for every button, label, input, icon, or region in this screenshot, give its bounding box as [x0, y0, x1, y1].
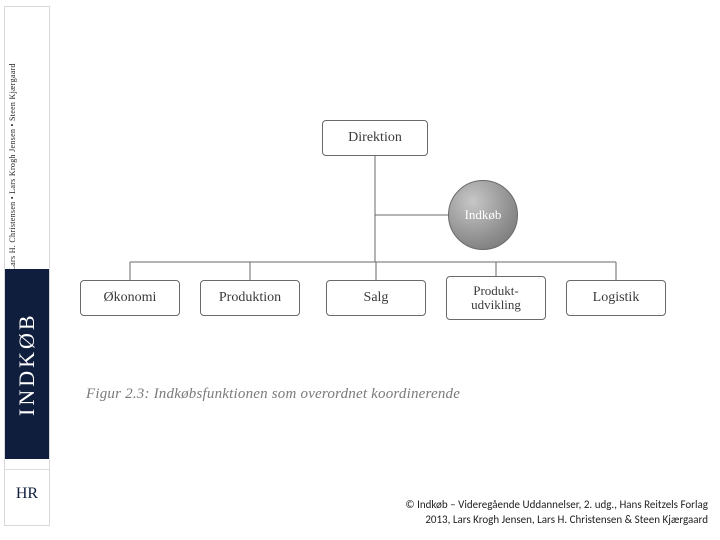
node-okonomi: Økonomi — [80, 280, 180, 316]
figure-caption: Figur 2.3: Indkøbsfunktionen som overord… — [86, 386, 460, 403]
book-spine: Lars H. Christensen • Lars Krogh Jensen … — [4, 6, 50, 526]
node-label: Produkt- udvikling — [471, 284, 521, 313]
node-label: Logistik — [593, 290, 640, 305]
node-logistik: Logistik — [566, 280, 666, 316]
node-produktion: Produktion — [200, 280, 300, 316]
node-label: Produktion — [219, 290, 281, 305]
org-chart: Direktion Indkøb Økonomi Produktion Salg… — [80, 120, 680, 380]
node-direktion: Direktion — [322, 120, 428, 156]
node-label: Direktion — [348, 130, 402, 145]
copyright-line-2: 2013, Lars Krogh Jensen, Lars H. Christe… — [260, 513, 708, 528]
node-label: Salg — [364, 290, 389, 305]
copyright-line-1: © Indkøb – Videregående Uddannelser, 2. … — [260, 498, 708, 513]
copyright-block: © Indkøb – Videregående Uddannelser, 2. … — [260, 498, 708, 528]
page: Lars H. Christensen • Lars Krogh Jensen … — [0, 0, 720, 540]
spine-title-block: INDKØB — [5, 269, 49, 459]
node-label: Økonomi — [104, 290, 157, 305]
node-salg: Salg — [326, 280, 426, 316]
node-indkob: Indkøb — [448, 180, 518, 250]
node-label: Indkøb — [465, 208, 502, 222]
org-chart-connectors — [80, 120, 680, 380]
node-produktudvikling: Produkt- udvikling — [446, 276, 546, 320]
publisher-logo: HR — [5, 469, 49, 517]
spine-authors: Lars H. Christensen • Lars Krogh Jensen … — [7, 11, 47, 271]
spine-title: INDKØB — [5, 269, 49, 459]
